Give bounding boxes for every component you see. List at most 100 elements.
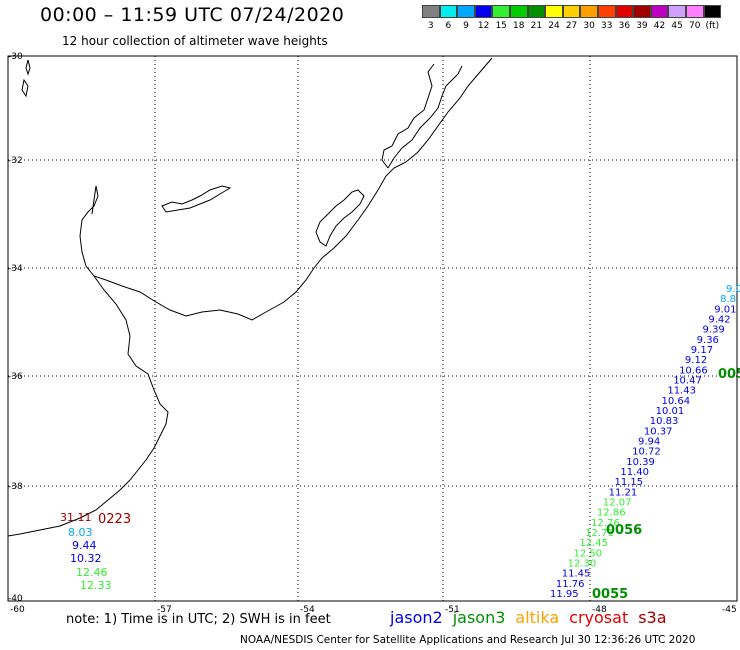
wave-height-value: 9.36	[697, 335, 719, 346]
color-scale-label: 6	[445, 21, 452, 31]
coastline-brazil	[79, 57, 493, 321]
color-scale-swatch	[422, 5, 440, 18]
color-scale-label: 70	[688, 21, 701, 31]
wave-height-value: 12.50	[573, 548, 602, 559]
satellite-legend-cryosat: cryosat	[569, 608, 629, 627]
observation-time-label: 0223	[98, 512, 131, 527]
color-scale-swatch	[562, 5, 581, 18]
wave-height-value: 12.33	[80, 579, 112, 592]
island-small	[21, 59, 31, 98]
axis-labels: -30 -32 -34 -36 -38 -40-60 -57 -54 -51 -48 -45	[8, 52, 737, 615]
longitude-label: -57	[157, 605, 172, 615]
color-scale-swatch	[527, 5, 546, 18]
lagoa-dos-patos	[381, 63, 463, 169]
longitude-label: -54	[300, 605, 315, 615]
latitude-label: -38	[8, 482, 23, 492]
wave-height-value: 12.71	[585, 528, 614, 539]
color-scale-label: 45	[671, 21, 683, 31]
observation-time-label: 0055	[718, 367, 740, 382]
satellite-legend-jason3: jason3	[452, 608, 506, 627]
color-scale-label: 30	[583, 21, 595, 31]
map-subtitle: 12 hour collection of altimeter wave hei…	[62, 34, 328, 48]
color-scale-swatch	[474, 5, 493, 18]
wave-height-value: 9.17	[691, 345, 713, 356]
latitude-label: -40	[8, 594, 23, 604]
color-scale-swatch	[685, 5, 704, 18]
wave-height-value: 12.45	[579, 538, 608, 549]
wave-height-value: 12.07	[603, 498, 632, 509]
color-scale-label: 9	[463, 21, 469, 31]
latitude-label: -30	[8, 52, 23, 62]
color-scale-label: 42	[653, 21, 666, 31]
wave-height-value: 10.66	[679, 365, 708, 376]
color-scale-label: 15	[495, 21, 507, 31]
wave-height-value: 12.86	[597, 508, 626, 519]
latitude-label: -36	[8, 372, 23, 382]
color-scale-swatch	[633, 5, 651, 18]
observation-track: 9.08.89.019.429.399.369.179.1210.6610.47…	[550, 284, 740, 602]
wave-height-value: 11.95	[550, 589, 579, 600]
footer-credit: NOAA/NESDIS Center for Satellite Applica…	[240, 634, 696, 646]
color-scale-label: 24	[548, 21, 560, 31]
wave-height-value: 9.44	[72, 539, 97, 552]
wave-height-value: 9.42	[708, 315, 730, 326]
color-scale-label: 21	[530, 21, 543, 31]
wave-height-value: 11.15	[615, 477, 644, 488]
color-scale-swatch	[597, 5, 616, 18]
wave-height-value: 31.11	[60, 511, 92, 524]
color-scale-swatch	[545, 5, 563, 18]
wave-height-value: 10.83	[650, 416, 679, 427]
wave-height-value: 9.39	[703, 325, 725, 336]
observation-time-label: 0056	[606, 523, 642, 538]
color-scale-swatch	[668, 5, 686, 18]
color-scale-swatch	[703, 5, 722, 18]
wave-height-value: 10.47	[673, 376, 702, 387]
observation-time-label: 0055	[592, 587, 628, 602]
latitude-label: -34	[8, 264, 23, 274]
color-scale-swatch	[509, 5, 528, 18]
wave-height-value: 11.45	[562, 569, 591, 580]
coastline-argentina	[7, 275, 169, 537]
wave-height-value: 11.43	[667, 386, 696, 397]
lagoa-mirim	[315, 189, 365, 247]
wave-height-value: 10.01	[656, 406, 685, 417]
color-scale-label: 18	[513, 21, 525, 31]
satellite-legend: jason2 jason3 altika cryosat s3a	[390, 608, 677, 627]
color-scale-swatch	[615, 5, 634, 18]
color-scale-swatch	[650, 5, 669, 18]
wave-height-value: 12.46	[76, 566, 108, 579]
color-scale-swatch	[439, 5, 458, 18]
color-scale-labels: 3 6 9 12 15 18 21 24 27 30 33 36 39 42 45 70 (ft)	[422, 21, 721, 31]
satellite-legend-altika: altika	[515, 608, 560, 627]
wave-height-value: 9.0	[726, 284, 740, 295]
wave-height-value: 11.76	[556, 579, 585, 590]
wave-height-value: 10.72	[632, 447, 661, 458]
wave-height-value: 10.32	[70, 552, 102, 565]
color-scale	[422, 5, 722, 18]
wave-height-value: 11.21	[609, 487, 638, 498]
wave-height-value: 10.37	[644, 426, 673, 437]
wave-height-value: 12.30	[568, 559, 597, 570]
map-grid	[8, 56, 737, 601]
wave-height-value: 10.39	[626, 457, 655, 468]
satellite-legend-s3a: s3a	[638, 608, 667, 627]
color-scale-label: 36	[618, 21, 631, 31]
wave-height-value: 9.12	[685, 355, 707, 366]
latitude-label: -32	[8, 156, 23, 166]
longitude-label: -60	[10, 605, 25, 615]
color-scale-label: 27	[565, 21, 578, 31]
longitude-label: -48	[592, 605, 607, 615]
color-scale-label: 12	[477, 21, 490, 31]
color-scale-swatch	[580, 5, 598, 18]
wave-height-value: 8.03	[68, 526, 93, 539]
color-scale-label: (ft)	[705, 21, 720, 31]
wave-height-value: 10.64	[661, 396, 690, 407]
footer-note: note: 1) Time is in UTC; 2) SWH is in fe…	[66, 612, 331, 627]
wave-height-value: 9.94	[638, 437, 660, 448]
wave-height-value: 12.76	[591, 518, 620, 529]
longitude-label: -51	[445, 605, 460, 615]
color-scale-label: 33	[601, 21, 613, 31]
map-frame	[7, 55, 738, 602]
color-scale-swatch	[457, 5, 475, 18]
